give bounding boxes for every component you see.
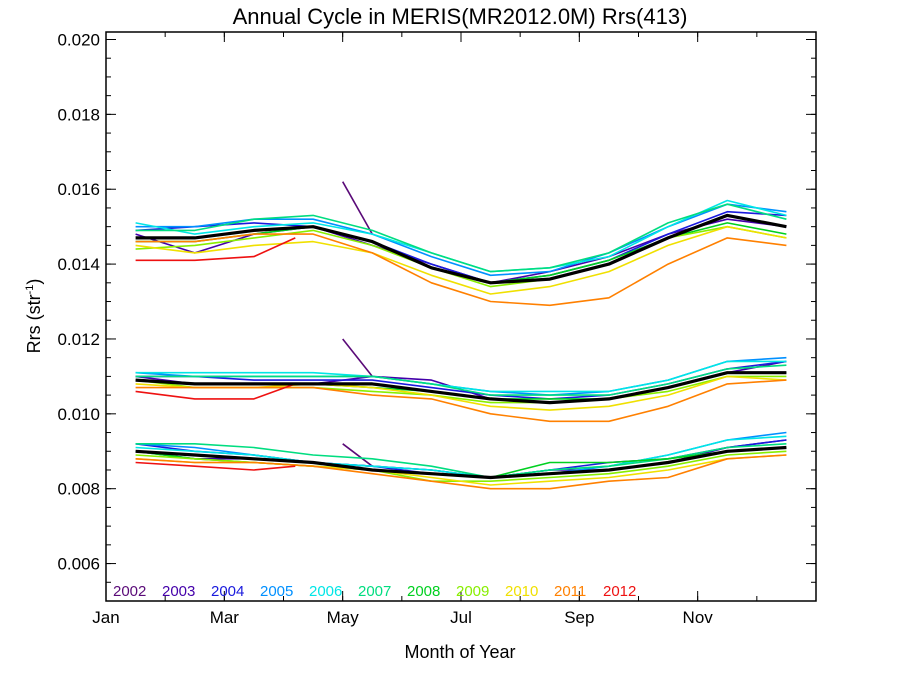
x-tick-label: Mar [210,608,240,627]
legend-item-2009: 2009 [456,583,489,600]
y-axis-label-main: Rrs (str [24,294,44,353]
legend-item-2004: 2004 [211,583,244,600]
legend: 2002 2003 2004 2005 2006 2007 2008 2009 2010 2011… [113,583,636,600]
series-line-2006-group-3 [135,435,787,479]
x-tick-label: Jul [450,608,472,627]
y-tick-label: 0.020 [57,30,100,49]
series-line-mean-group-2 [135,371,787,405]
legend-item-2003: 2003 [162,583,195,600]
x-axis-label: Month of Year [404,642,515,662]
series-layer [135,181,787,490]
y-axis-label-sup: -1 [24,285,36,295]
series-line-2004-group-1 [135,210,787,284]
plot-area [105,31,817,602]
y-tick-label: 0.008 [57,480,100,499]
legend-item-2012: 2012 [603,583,636,600]
x-tick-label: Jan [92,608,119,627]
legend-item-2011: 2011 [554,583,586,600]
y-axis-label-end: ) [24,279,44,285]
x-axis: Jan Mar May Jul Sep Nov [92,32,817,627]
series-line-2010-group-1 [135,225,787,295]
series-line-2007-group-2 [135,364,787,396]
y-tick-label: 0.006 [57,555,100,574]
y-axis: 0.006 0.008 0.010 0.012 0.014 0.016 0.018 0.020 [57,30,816,583]
y-axis-label: Rrs (str-1) [24,279,44,354]
legend-item-2010: 2010 [505,583,538,600]
x-tick-label: Nov [683,608,714,627]
series-line-mean-group-3 [135,445,787,480]
x-tick-label: May [327,608,360,627]
legend-item-2008: 2008 [407,583,440,600]
series-line-2002-group-3 [342,443,373,467]
plot-frame [105,31,817,602]
y-tick-label: 0.010 [57,405,100,424]
series-line-2006-group-2 [135,360,787,393]
series-line-2012-group-2 [135,383,296,400]
series-line-2011-group-2 [135,379,787,423]
y-tick-label: 0.012 [57,330,100,349]
series-line-2007-group-1 [135,203,787,273]
series-line-2004-group-2 [135,360,787,400]
series-line-2002-group-1 [342,181,373,235]
x-tick-label: Sep [564,608,594,627]
y-tick-label: 0.014 [57,255,100,274]
y-tick-label: 0.016 [57,180,100,199]
series-line-mean-group-1 [135,213,787,285]
series-line-2009-group-1 [135,225,787,288]
series-line-2011-group-3 [135,454,787,490]
legend-item-2002: 2002 [113,583,146,600]
legend-item-2007: 2007 [358,583,391,600]
series-line-2011-group-1 [135,233,787,307]
series-line-2002-group-2 [342,338,373,377]
legend-item-2005: 2005 [260,583,293,600]
y-tick-label: 0.018 [57,105,100,124]
chart-title: Annual Cycle in MERIS(MR2012.0M) Rrs(413… [233,4,688,29]
legend-item-2006: 2006 [309,583,342,600]
series-line-2012-group-1 [135,237,296,262]
series-line-2012-group-3 [135,461,296,471]
